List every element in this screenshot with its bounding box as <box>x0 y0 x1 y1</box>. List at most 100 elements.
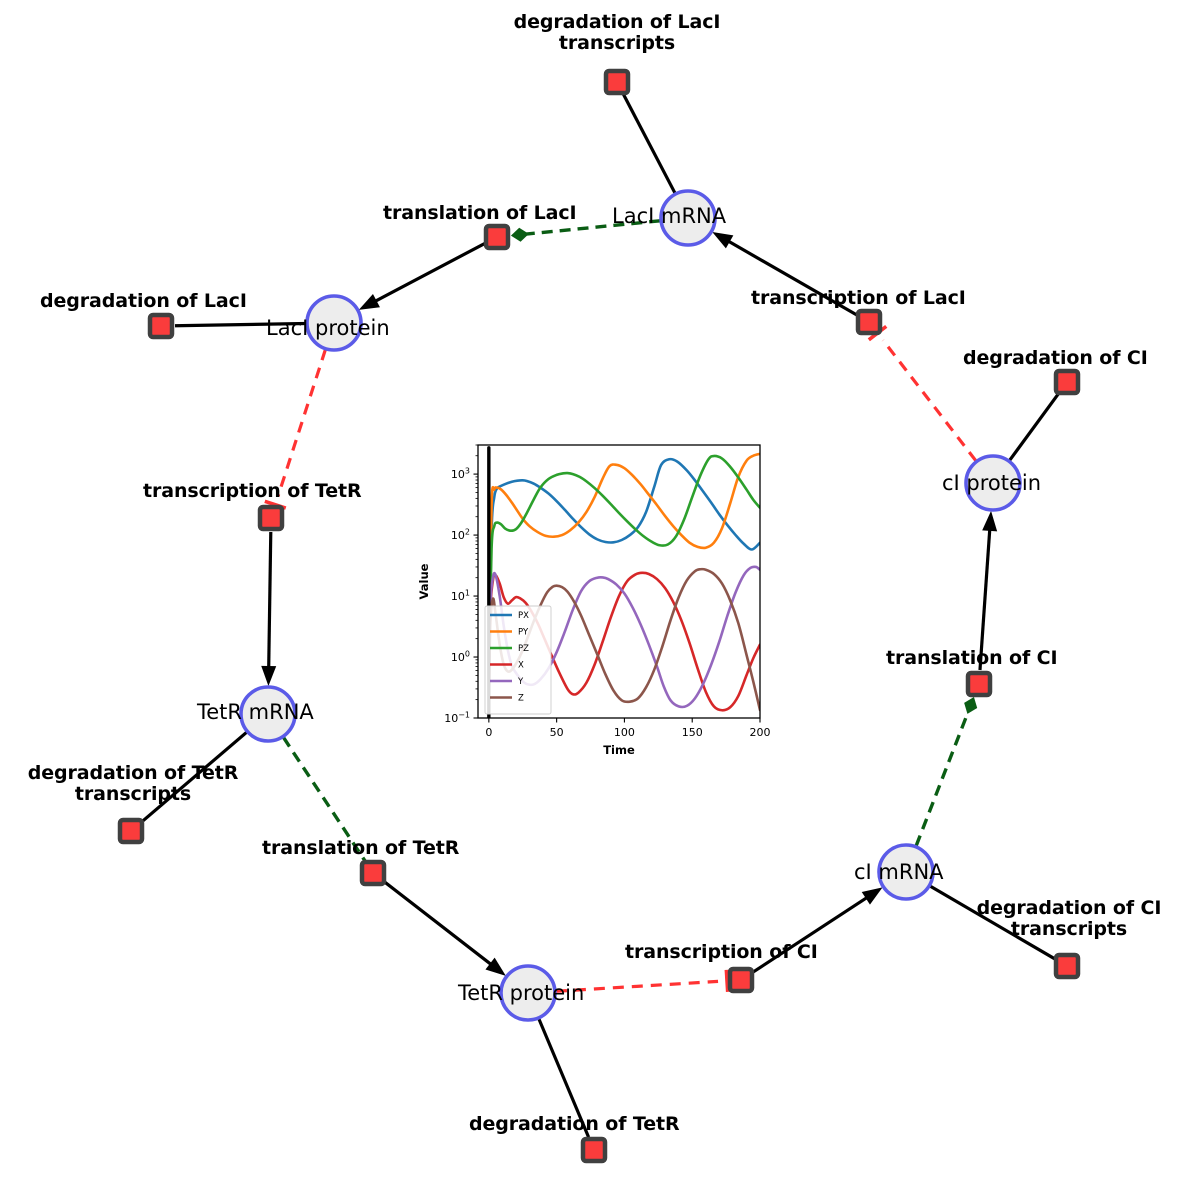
reaction-label-deg_tetr: degradation of TetR <box>469 1113 680 1135</box>
y-tick-exponent: 1 <box>465 589 470 598</box>
species-label-tetr_mrna: TetR mRNA <box>197 700 314 724</box>
species-label-laci_protein: LacI protein <box>266 316 390 340</box>
reaction-label-deg_ci_transcripts: degradation of CI transcripts <box>976 897 1162 941</box>
reaction-label-translation_tetr: translation of TetR <box>262 837 460 859</box>
y-tick-exponent: 2 <box>465 528 470 537</box>
legend-label-py: PY <box>518 628 529 638</box>
edge-deg_ci_transcripts-to-ci_mrna <box>929 884 1056 961</box>
plot-frame <box>477 444 761 719</box>
y-tick-label: 100 <box>451 650 470 665</box>
reaction-label-deg_tetr_transcripts: degradation of TetR transcripts <box>27 762 239 806</box>
diamond-head <box>510 227 529 242</box>
edge-deg_laci-to-laci_protein <box>174 321 307 328</box>
edge-translation_ci-to-ci_protein <box>978 525 992 671</box>
edge-laci_mrna-to-translation_laci <box>523 219 661 237</box>
edge-ci_mrna-to-translation_ci <box>914 708 971 847</box>
edge-ci_protein-to-transcription_laci <box>881 339 978 462</box>
y-tick-exponent: −1 <box>458 711 470 720</box>
legend-label-px: PX <box>518 611 529 621</box>
edge-deg_ci-to-ci_protein <box>1008 392 1061 462</box>
x-tick-label: 0 <box>485 726 492 739</box>
legend: PX PY PZ XYZ <box>484 605 552 715</box>
diamond-head <box>964 697 978 714</box>
species-node-laci_protein[interactable] <box>305 294 363 352</box>
reaction-node-transcription_ci[interactable] <box>727 966 755 994</box>
legend-label-y: Y <box>517 677 524 687</box>
y-tick-base: 10 <box>451 529 465 542</box>
y-tick-label: 102 <box>451 528 470 543</box>
edge-transcription_ci-to-ci_mrna <box>751 894 871 974</box>
series-line-py <box>487 452 760 677</box>
y-tick-exponent: 3 <box>465 467 470 476</box>
species-label-ci_protein: cI protein <box>942 471 1042 495</box>
reaction-label-deg_ci: degradation of CI <box>963 347 1148 369</box>
reaction-node-translation_tetr[interactable] <box>359 859 387 887</box>
y-tick-exponent: 0 <box>465 650 470 659</box>
edge-deg_tetr-to-tetr_protein <box>537 1018 591 1138</box>
reaction-label-transcription_laci: transcription of LacI <box>751 287 966 309</box>
reaction-node-transcription_tetr[interactable] <box>257 504 285 532</box>
reaction-label-translation_laci: translation of LacI <box>383 202 577 224</box>
arrowhead <box>712 231 734 249</box>
edge-translation_laci-to-laci_protein <box>371 242 486 305</box>
reaction-node-transcription_laci[interactable] <box>855 308 883 336</box>
x-tick-label: 100 <box>614 726 635 739</box>
species-node-tetr_protein[interactable] <box>499 964 557 1022</box>
reaction-node-deg_ci[interactable] <box>1053 368 1081 396</box>
reaction-node-deg_laci[interactable] <box>147 312 175 340</box>
edge-transcription_tetr-to-tetr_mrna <box>267 531 273 672</box>
x-axis: 0 50 100 150 200 <box>485 718 770 739</box>
y-axis-title: Value <box>417 563 431 599</box>
inhibition-bar <box>724 969 730 992</box>
x-axis-title: Time <box>603 743 635 757</box>
reaction-label-transcription_ci: transcription of CI <box>625 941 818 963</box>
y-tick-label: 10−1 <box>444 711 470 726</box>
edge-deg_tetr_transcripts-to-tetr_mrna <box>140 730 248 824</box>
y-tick-base: 10 <box>451 651 465 664</box>
reaction-node-deg_tetr_transcripts[interactable] <box>117 817 145 845</box>
species-label-laci_mrna: LacI mRNA <box>612 204 727 228</box>
reaction-label-translation_ci: translation of CI <box>886 647 1058 669</box>
species-node-tetr_mrna[interactable] <box>239 685 297 743</box>
arrowhead <box>982 510 998 532</box>
edge-translation_tetr-to-tetr_protein <box>383 880 495 968</box>
edge-tetr_mrna-to-translation_tetr <box>282 736 367 863</box>
reaction-node-deg_tetr[interactable] <box>580 1136 608 1164</box>
species-label-ci_mrna: cI mRNA <box>854 860 944 884</box>
y-tick-label: 103 <box>451 467 470 482</box>
x-tick-label: 200 <box>750 726 771 739</box>
series-line-x <box>487 571 760 718</box>
reaction-label-transcription_tetr: transcription of TetR <box>143 480 362 502</box>
reaction-node-translation_ci[interactable] <box>965 670 993 698</box>
reaction-node-deg_laci_transcripts[interactable] <box>603 68 631 96</box>
arrowhead <box>358 293 380 310</box>
reaction-label-deg_laci: degradation of LacI <box>40 290 247 312</box>
x-tick-label: 150 <box>682 726 703 739</box>
plot-canvas: 0 50 100 150 200Time10−1100101102103ValuePXP… <box>408 436 770 766</box>
species-node-ci_mrna[interactable] <box>877 843 935 901</box>
y-tick-base: 10 <box>451 590 465 603</box>
y-tick-base: 10 <box>451 468 465 481</box>
species-node-laci_mrna[interactable] <box>659 189 717 247</box>
y-tick-label: 101 <box>451 589 470 604</box>
species-node-ci_protein[interactable] <box>964 454 1022 512</box>
legend-label-z: Z <box>518 694 524 704</box>
timeseries-inset-plot: 0 50 100 150 200 Time 10−1 100 101 102 103 Value PX P… <box>408 436 770 766</box>
legend-label-x: X <box>518 661 524 671</box>
reaction-node-translation_laci[interactable] <box>483 223 511 251</box>
plot-background <box>408 436 770 766</box>
reaction-label-deg_laci_transcripts: degradation of LacI transcripts <box>513 11 721 55</box>
series-group <box>487 446 760 718</box>
nodes-group <box>117 68 1081 1164</box>
series-line-pz <box>487 454 760 677</box>
legend-label-pz: PZ <box>518 644 529 654</box>
arrowhead <box>261 665 277 687</box>
arrowhead <box>485 957 506 976</box>
edge-tetr_protein-to-transcription_ci <box>555 979 719 993</box>
series-line-px <box>487 457 760 677</box>
edge-transcription_laci-to-laci_mrna <box>724 238 858 317</box>
reaction-node-deg_ci_transcripts[interactable] <box>1053 952 1081 980</box>
